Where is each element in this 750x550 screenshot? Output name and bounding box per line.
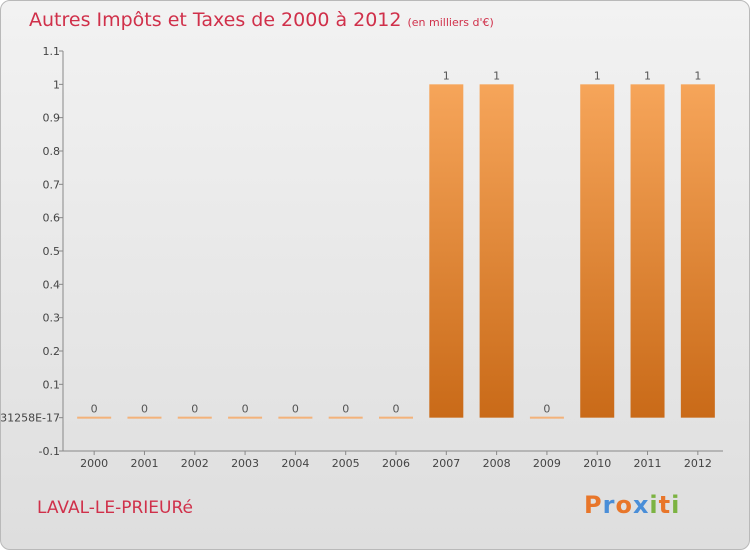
x-tick-label: 2006 [382, 457, 410, 470]
logo-letter: i [649, 491, 659, 519]
x-tick-label: 2002 [181, 457, 209, 470]
chart-subtitle: (en milliers d'€) [407, 16, 494, 29]
logo-letter: P [584, 491, 603, 519]
title-text: Autres Impôts et Taxes de 2000 à 2012 [29, 9, 402, 31]
y-tick-label: 0.6 [43, 212, 61, 225]
x-tick-label: 2008 [483, 457, 511, 470]
data-label-2009: 0 [543, 403, 550, 416]
x-tick-label: 2010 [583, 457, 611, 470]
logo-letter: o [615, 491, 633, 519]
data-label-2002: 0 [191, 403, 198, 416]
bar-2012 [680, 84, 715, 418]
y-tick-label: -0.1 [39, 445, 60, 458]
logo-letter: r [602, 491, 616, 519]
y-tick-label: 1.1 [43, 45, 61, 58]
bar-2010 [580, 84, 615, 418]
commune-name: LAVAL-LE-PRIEURé [37, 498, 193, 518]
data-label-2005: 0 [342, 403, 349, 416]
y-tick-label: 0.5 [43, 245, 61, 258]
bar-2003 [228, 416, 263, 419]
x-tick-label: 2000 [80, 457, 108, 470]
proxiti-logo[interactable]: Proxiti [584, 491, 680, 519]
logo-letter: i [671, 491, 681, 519]
bar-2000 [77, 416, 112, 419]
data-label-2007: 1 [443, 69, 450, 82]
y-tick-label: 0.2 [43, 345, 61, 358]
x-tick-label: 2012 [684, 457, 712, 470]
bar-2007 [429, 84, 464, 418]
y-tick-label: 0.8 [43, 145, 61, 158]
bar-2004 [278, 416, 313, 419]
data-label-2004: 0 [292, 403, 299, 416]
data-label-2000: 0 [91, 403, 98, 416]
y-tick-label: 0.4 [43, 278, 61, 291]
y-tick-label: 0.7 [43, 178, 61, 191]
x-tick-label: 2007 [432, 457, 460, 470]
bar-2005 [328, 416, 363, 419]
data-label-2006: 0 [393, 403, 400, 416]
y-tick-label: 1 [53, 78, 60, 91]
y-tick-label: 0.1 [43, 378, 61, 391]
x-tick-label: 2004 [281, 457, 309, 470]
x-tick-label: 2001 [130, 457, 158, 470]
data-label-2012: 1 [694, 69, 701, 82]
x-tick-label: 2009 [533, 457, 561, 470]
chart-title: Autres Impôts et Taxes de 2000 à 2012 (en… [29, 9, 494, 31]
bar-2002 [177, 416, 212, 419]
logo-letter: x [632, 491, 650, 519]
y-tick-label: 5.5511151231258E-17 [1, 412, 60, 425]
x-tick-label: 2011 [634, 457, 662, 470]
data-label-2003: 0 [242, 403, 249, 416]
data-label-2001: 0 [141, 403, 148, 416]
y-tick-label: 0.9 [43, 112, 61, 125]
bar-2006 [379, 416, 413, 419]
x-tick-label: 2003 [231, 457, 259, 470]
bar-2008 [479, 84, 514, 418]
logo-letter: t [658, 491, 672, 519]
x-tick-label: 2005 [332, 457, 360, 470]
data-label-2011: 1 [644, 69, 651, 82]
bar-2011 [630, 84, 665, 418]
data-label-2008: 1 [493, 69, 500, 82]
bar-2001 [127, 416, 162, 419]
bar-2009 [529, 416, 564, 419]
y-tick-label: 0.3 [43, 312, 61, 325]
data-label-2010: 1 [594, 69, 601, 82]
